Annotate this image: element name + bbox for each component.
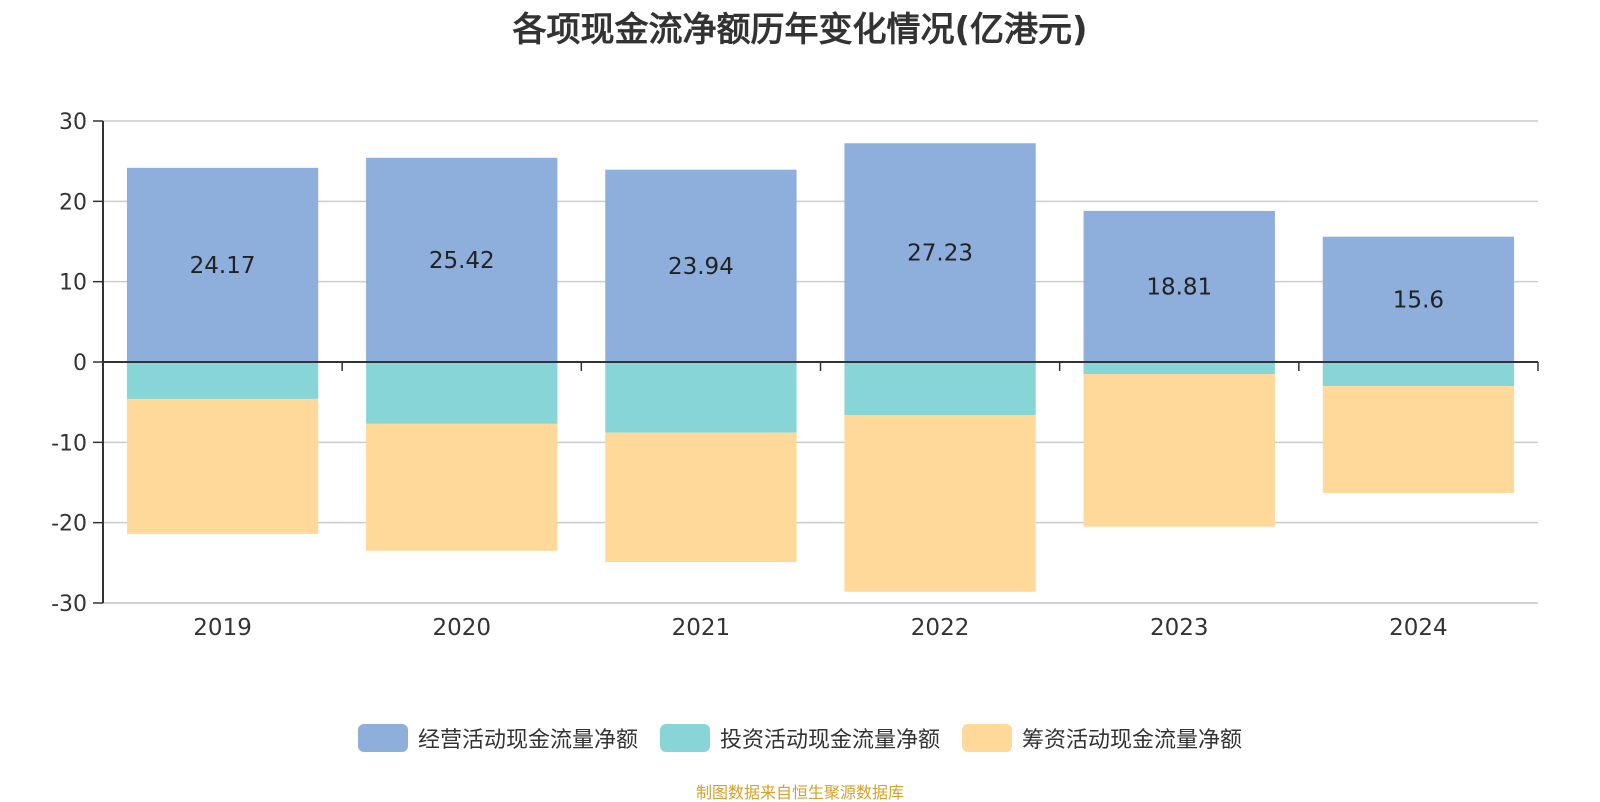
y-tick-label: 30 <box>59 110 87 135</box>
legend-label-operating: 经营活动现金流量净额 <box>417 728 638 753</box>
x-tick-label: 2020 <box>432 615 491 641</box>
x-tick-label: 2023 <box>1150 615 1209 641</box>
bar-investing <box>605 362 797 433</box>
x-tick-label: 2021 <box>672 615 731 641</box>
y-tick-label: 10 <box>59 271 87 296</box>
bar-investing <box>1322 362 1515 387</box>
x-tick-label: 2019 <box>193 615 252 641</box>
y-tick-label: 20 <box>59 190 87 215</box>
bar-financing <box>126 398 319 534</box>
bar-financing <box>366 423 558 551</box>
legend-label-financing: 筹资活动现金流量净额 <box>1022 728 1243 753</box>
bar-operating <box>1083 210 1275 362</box>
bar-financing <box>605 432 797 563</box>
bar-investing <box>1083 362 1275 375</box>
y-tick-label: -10 <box>51 431 87 456</box>
data-label: 27.23 <box>907 241 973 267</box>
y-tick-label: -20 <box>51 512 87 537</box>
bar-operating <box>126 167 319 362</box>
bar-operating <box>366 157 558 362</box>
stacked-bar-chart: 30 20 10 0 -10 -20 -30 24.17 2019 25.42 2020 23.94 2… <box>51 110 1539 641</box>
x-tick-label: 2024 <box>1389 615 1448 641</box>
chart-title: 各项现金流净额历年变化情况(亿港元) <box>512 10 1088 50</box>
legend-item-investing[interactable]: 投资活动现金流量净额 <box>659 722 940 754</box>
y-tick-label: -30 <box>51 592 87 617</box>
y-tick-label: 0 <box>73 351 87 376</box>
bar-operating <box>605 169 797 362</box>
legend-label-investing: 投资活动现金流量净额 <box>719 728 940 753</box>
bar-investing <box>844 362 1036 416</box>
bar-operating <box>1322 236 1515 362</box>
bar-operating <box>844 143 1036 362</box>
bar-investing <box>366 362 558 424</box>
legend: 经营活动现金流量净额 投资活动现金流量净额 筹资活动现金流量净额 <box>0 722 1600 754</box>
data-label: 25.42 <box>429 248 495 274</box>
bar-investing <box>126 362 319 399</box>
legend-item-financing[interactable]: 筹资活动现金流量净额 <box>962 722 1242 754</box>
data-label: 23.94 <box>668 254 734 280</box>
bar-financing <box>1083 374 1275 527</box>
bar-financing <box>844 415 1036 592</box>
legend-item-operating[interactable]: 经营活动现金流量净额 <box>357 722 638 754</box>
legend-swatch-operating <box>357 724 408 752</box>
data-label: 18.81 <box>1146 274 1212 300</box>
x-tick-label: 2022 <box>911 615 970 641</box>
legend-swatch-financing <box>962 724 1012 752</box>
source-note: 制图数据来自恒生聚源数据库 <box>695 783 904 802</box>
bar-financing <box>1322 386 1515 493</box>
data-label: 24.17 <box>190 253 256 279</box>
data-label: 15.6 <box>1393 287 1444 313</box>
legend-swatch-investing <box>659 724 710 752</box>
